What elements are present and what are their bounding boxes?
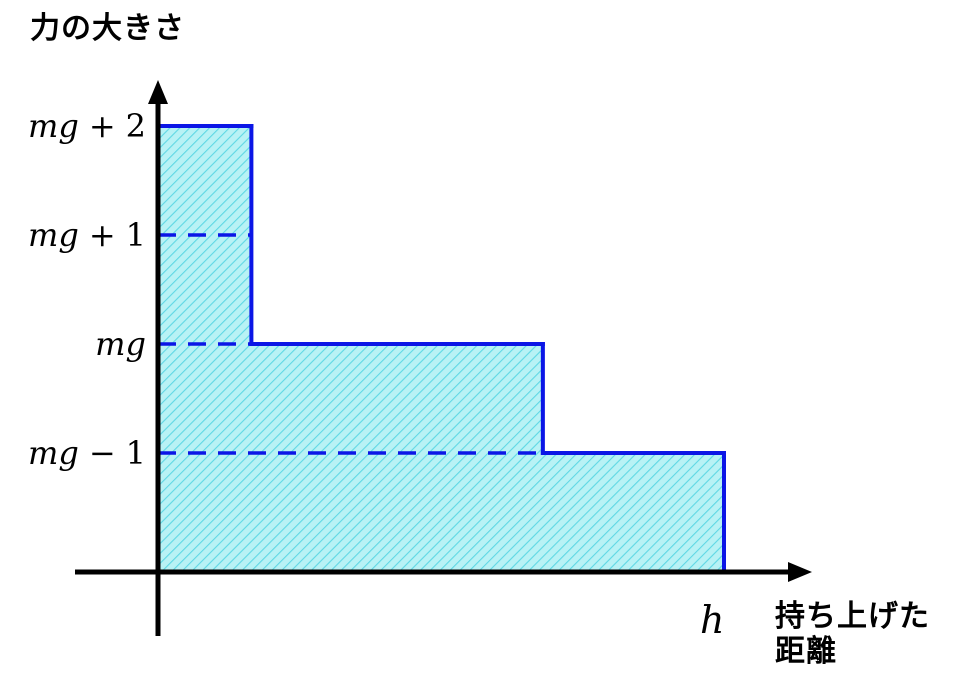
y-tick-label-1: mg +1 — [28, 216, 146, 254]
y-axis-title: 力の大きさ — [30, 11, 185, 46]
x-axis-title: 持ち上げた距離 — [775, 599, 930, 669]
y-tick-label-3: mg −1 — [28, 434, 146, 472]
y-tick-label-2: mg — [95, 325, 146, 363]
x-end-label-h: h — [700, 598, 724, 642]
y-tick-label-0: mg +2 — [28, 107, 146, 145]
x-axis-arrowhead — [788, 562, 812, 582]
y-axis-arrowhead — [148, 80, 168, 104]
hatched-area — [158, 126, 724, 572]
